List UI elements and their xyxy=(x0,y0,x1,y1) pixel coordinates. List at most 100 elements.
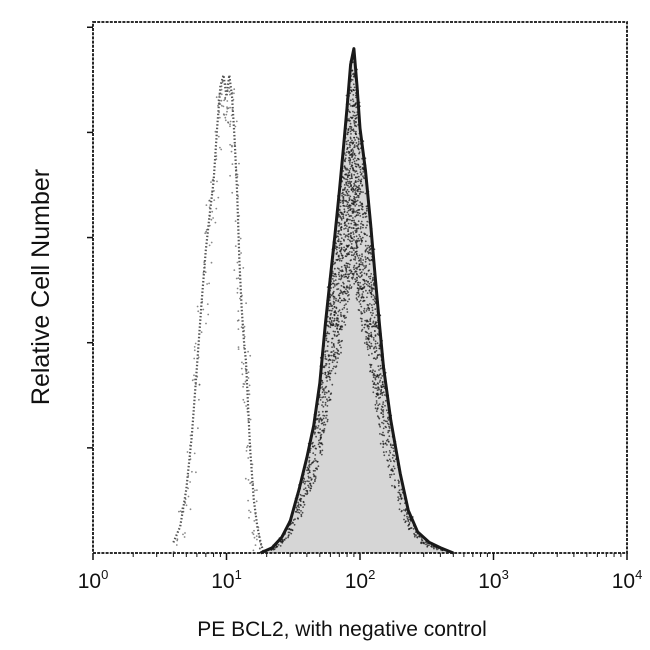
pe-bcl2-dot xyxy=(358,294,361,296)
pe-bcl2-dot xyxy=(414,525,417,528)
pe-bcl2-dot xyxy=(338,333,340,336)
pe-bcl2-dot xyxy=(338,341,341,344)
pe-bcl2-dot xyxy=(319,428,321,430)
pe-bcl2-dot xyxy=(351,148,354,151)
pe-bcl2-dot xyxy=(348,251,351,253)
pe-bcl2-dot xyxy=(368,335,370,337)
pe-bcl2-dot xyxy=(358,116,360,118)
pe-bcl2-dot xyxy=(357,147,360,150)
negative-control-dot xyxy=(247,499,250,502)
pe-bcl2-dot xyxy=(341,320,343,322)
pe-bcl2-dot xyxy=(354,191,357,194)
negative-control-dot xyxy=(211,210,214,213)
pe-bcl2-dot xyxy=(345,214,347,217)
negative-control-dot xyxy=(238,274,241,276)
pe-bcl2-dot xyxy=(399,495,402,497)
pe-bcl2-dot xyxy=(381,394,384,396)
pe-bcl2-dot xyxy=(387,465,390,468)
pe-bcl2-dot xyxy=(335,307,338,310)
pe-bcl2-dot xyxy=(332,367,334,370)
pe-bcl2-dot xyxy=(300,498,303,500)
pe-bcl2-dot xyxy=(351,139,353,142)
pe-bcl2-dot xyxy=(362,291,365,293)
pe-bcl2-dot xyxy=(359,201,362,204)
pe-bcl2-dot xyxy=(306,489,309,492)
pe-bcl2-dot xyxy=(370,284,373,286)
pe-bcl2-dot xyxy=(355,125,358,128)
pe-bcl2-dot xyxy=(341,308,344,311)
negative-control-dot xyxy=(183,536,186,538)
pe-bcl2-dot xyxy=(333,242,336,245)
pe-bcl2-dot xyxy=(357,209,360,211)
pe-bcl2-dot xyxy=(340,211,343,214)
negative-control-dot xyxy=(238,162,240,165)
pe-bcl2-dot xyxy=(267,548,270,551)
pe-bcl2-dot xyxy=(374,374,376,377)
pe-bcl2-dot xyxy=(405,513,408,515)
pe-bcl2-dot xyxy=(349,136,352,139)
pe-bcl2-dot xyxy=(372,386,375,389)
pe-bcl2-dot xyxy=(382,401,385,403)
pe-bcl2-dot xyxy=(353,160,356,163)
pe-bcl2-dot xyxy=(360,285,362,288)
pe-bcl2-dot xyxy=(355,210,358,212)
pe-bcl2-dot xyxy=(302,473,305,476)
pe-bcl2-dot xyxy=(284,528,287,530)
pe-bcl2-dot xyxy=(393,450,395,453)
negative-control-dot xyxy=(202,308,205,311)
negative-control-dot xyxy=(181,507,184,510)
negative-control-dot xyxy=(182,533,184,536)
negative-control-dot xyxy=(245,370,248,373)
pe-bcl2-dot xyxy=(330,309,333,312)
pe-bcl2-dot xyxy=(369,323,371,325)
pe-bcl2-dot xyxy=(339,269,342,272)
x-tick-exponent: 4 xyxy=(635,567,642,582)
pe-bcl2-dot xyxy=(344,255,347,258)
pe-bcl2-dot xyxy=(362,167,365,170)
pe-bcl2-dot xyxy=(420,537,423,539)
pe-bcl2-dot xyxy=(365,320,368,323)
negative-control-dot xyxy=(191,470,193,473)
pe-bcl2-dot xyxy=(368,332,370,335)
pe-bcl2-dot xyxy=(356,105,359,108)
pe-bcl2-dot xyxy=(312,428,315,431)
pe-bcl2-dot xyxy=(295,499,298,502)
pe-bcl2-dot xyxy=(354,146,356,148)
pe-bcl2-dot xyxy=(361,205,364,208)
negative-control-dot xyxy=(189,508,192,511)
pe-bcl2-dot xyxy=(361,274,363,276)
pe-bcl2-dot xyxy=(326,380,328,382)
pe-bcl2-dot xyxy=(352,227,355,230)
pe-bcl2-dot xyxy=(364,266,367,268)
pe-bcl2-dot xyxy=(349,163,351,165)
negative-control-curve xyxy=(172,74,265,554)
pe-bcl2-dot xyxy=(442,548,445,551)
pe-bcl2-dot xyxy=(339,325,342,328)
pe-bcl2-dot xyxy=(363,272,366,275)
pe-bcl2-dot xyxy=(372,320,375,323)
pe-bcl2-dot xyxy=(340,248,343,251)
pe-bcl2-dot xyxy=(337,320,340,323)
pe-bcl2-dot xyxy=(356,298,359,301)
pe-bcl2-dot xyxy=(338,294,341,297)
pe-bcl2-dot xyxy=(416,532,419,535)
pe-bcl2-dot xyxy=(374,300,376,303)
pe-bcl2-dot xyxy=(367,252,370,255)
pe-bcl2-dot xyxy=(349,154,351,157)
pe-bcl2-dot xyxy=(337,240,340,242)
pe-bcl2-dot xyxy=(341,176,344,179)
pe-bcl2-dot xyxy=(308,477,310,479)
pe-bcl2-dot xyxy=(365,310,368,312)
pe-bcl2-dot xyxy=(325,358,328,361)
pe-bcl2-dot xyxy=(398,492,401,494)
pe-bcl2-dot xyxy=(365,343,368,345)
pe-bcl2-dot xyxy=(374,387,377,389)
pe-bcl2-dot xyxy=(337,282,340,285)
negative-control-dot xyxy=(231,108,234,111)
pe-bcl2-dot xyxy=(344,224,347,226)
pe-bcl2-dot xyxy=(354,205,357,207)
pe-bcl2-dot xyxy=(347,205,349,208)
pe-bcl2-dot xyxy=(384,399,387,402)
pe-bcl2-dot xyxy=(333,298,335,300)
pe-bcl2-dot xyxy=(322,414,325,417)
